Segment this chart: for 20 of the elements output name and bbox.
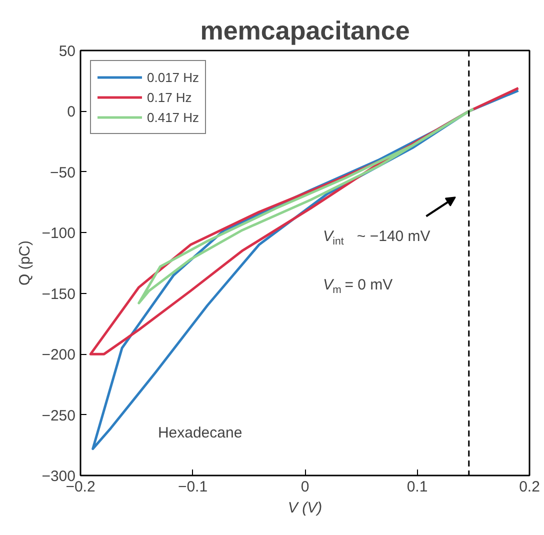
chart-title: memcapacitance [200, 16, 410, 46]
x-tick-label: −0.1 [178, 478, 208, 496]
y-tick-label: −50 [50, 164, 76, 182]
x-tick-label: 0.2 [519, 478, 540, 496]
x-tick-label: 0 [300, 478, 310, 496]
legend-label: 0.17 Hz [147, 90, 192, 104]
y-tick-label: −300 [42, 468, 76, 485]
y-tick-label: −200 [42, 346, 76, 364]
line-series [138, 108, 475, 304]
annotation: Hexadecane [158, 424, 242, 442]
y-tick-label: −100 [42, 225, 76, 242]
y-axis-title: Q (pC) [16, 240, 34, 286]
y-tick-label: −150 [42, 286, 76, 303]
legend-label: 0.417 Hz [147, 110, 200, 124]
x-axis-title: V (V) [288, 500, 322, 516]
y-tick-label: 50 [58, 43, 76, 60]
legend-label: 0.017 Hz [147, 70, 200, 84]
x-tick-label: 0.1 [406, 478, 428, 496]
y-tick-label: −250 [42, 407, 76, 424]
y-tick-label: 0 [67, 104, 76, 121]
